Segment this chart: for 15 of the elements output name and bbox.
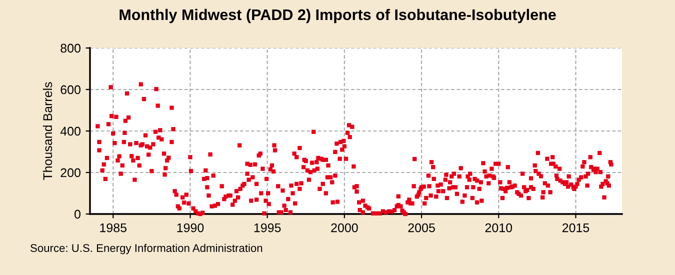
source-note: Source: U.S. Energy Information Administration — [30, 244, 262, 254]
x-tick-label: 2005 — [408, 223, 435, 232]
y-axis-title: Thousand Barrels — [42, 82, 52, 180]
x-tick-label: 1990 — [177, 223, 204, 232]
x-tick-label: 2015 — [562, 223, 590, 232]
x-tick-label: 1985 — [100, 223, 127, 232]
y-tick-label: 600 — [60, 85, 80, 94]
x-tick-label: 2000 — [331, 223, 358, 232]
y-tick-label: 800 — [60, 44, 80, 53]
x-tick-label: 2010 — [485, 223, 512, 232]
y-tick-label: 0 — [74, 210, 80, 219]
y-tick-label: 400 — [60, 126, 80, 136]
chart-title: Monthly Midwest (PADD 2) Imports of Isobutane-Isobutylene — [120, 8, 556, 24]
x-tick-label: 1995 — [254, 223, 281, 232]
y-tick-label: 200 — [60, 168, 80, 178]
